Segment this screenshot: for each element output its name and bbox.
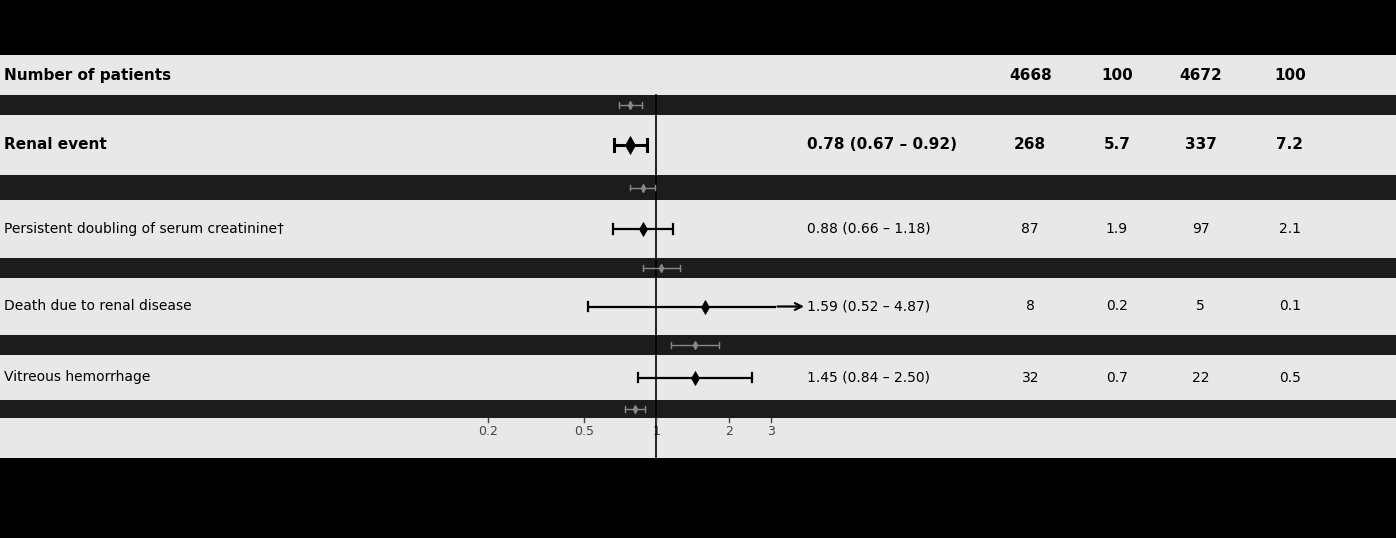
Text: 4668: 4668 (1009, 67, 1051, 82)
Text: 0.1: 0.1 (1279, 300, 1301, 314)
Text: 8: 8 (1026, 300, 1034, 314)
Text: 4672: 4672 (1180, 67, 1222, 82)
Text: 0.5: 0.5 (574, 425, 593, 438)
Text: 1.59 (0.52 – 4.87): 1.59 (0.52 – 4.87) (807, 300, 930, 314)
Text: 87: 87 (1022, 222, 1039, 236)
Text: 268: 268 (1013, 138, 1047, 152)
Bar (0, 0, 1396, 55)
Bar (0, 418, 1396, 458)
Bar (0, 400, 1396, 418)
Bar (0, 200, 1396, 258)
Text: 337: 337 (1185, 138, 1216, 152)
Text: 100: 100 (1101, 67, 1132, 82)
Text: Renal event: Renal event (4, 138, 107, 152)
Text: 5.7: 5.7 (1103, 138, 1131, 152)
Text: Persistent doubling of serum creatinine†: Persistent doubling of serum creatinine† (4, 222, 283, 236)
Bar (0, 95, 1396, 115)
Text: Number of patients: Number of patients (4, 67, 172, 82)
Bar (0, 55, 1396, 95)
Text: 100: 100 (1275, 67, 1305, 82)
Text: 2: 2 (725, 425, 733, 438)
Text: 1.9: 1.9 (1106, 222, 1128, 236)
Text: 7.2: 7.2 (1276, 138, 1304, 152)
Text: 5: 5 (1196, 300, 1205, 314)
Text: 0.2: 0.2 (1106, 300, 1128, 314)
Text: 22: 22 (1192, 371, 1209, 385)
Text: Death due to renal disease: Death due to renal disease (4, 300, 191, 314)
Text: 2.1: 2.1 (1279, 222, 1301, 236)
Text: 0.78 (0.67 – 0.92): 0.78 (0.67 – 0.92) (807, 138, 956, 152)
Bar (0, 458, 1396, 538)
Bar (0, 355, 1396, 400)
Text: 0.7: 0.7 (1106, 371, 1128, 385)
Bar (0, 335, 1396, 355)
Text: 0.5: 0.5 (1279, 371, 1301, 385)
Text: 3: 3 (766, 425, 775, 438)
Bar (0, 278, 1396, 335)
Bar (0, 115, 1396, 175)
Text: 97: 97 (1192, 222, 1209, 236)
Text: 1: 1 (652, 425, 660, 438)
Text: Vitreous hemorrhage: Vitreous hemorrhage (4, 371, 151, 385)
Bar (0, 258, 1396, 278)
Text: 1.45 (0.84 – 2.50): 1.45 (0.84 – 2.50) (807, 371, 930, 385)
Bar (0, 175, 1396, 200)
Text: 32: 32 (1022, 371, 1039, 385)
Text: 0.88 (0.66 – 1.18): 0.88 (0.66 – 1.18) (807, 222, 931, 236)
Text: 0.2: 0.2 (477, 425, 498, 438)
